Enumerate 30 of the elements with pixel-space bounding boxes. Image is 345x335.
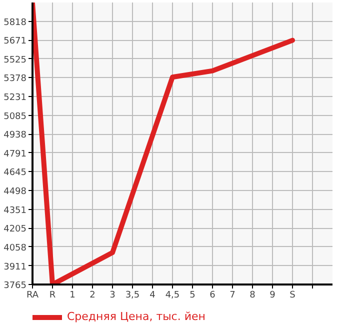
y-tick-label: 4058 <box>4 243 27 254</box>
y-tick-label: 5525 <box>4 55 26 66</box>
y-tick-label: 5378 <box>4 74 27 84</box>
x-tick-label: 7 <box>230 290 236 300</box>
x-tick-label: S <box>290 290 296 300</box>
y-tick-label: 4791 <box>4 149 26 160</box>
y-tick-label: 3911 <box>4 262 26 272</box>
x-tick-label: 8 <box>250 290 256 300</box>
x-tick-label: 9 <box>270 290 276 300</box>
x-tick-label: RA <box>26 290 40 300</box>
x-tick-label: 5 <box>190 290 196 300</box>
y-tick-label: 5085 <box>4 112 26 122</box>
y-tick-label: 4205 <box>4 224 26 235</box>
y-tick-label: 5231 <box>4 93 26 104</box>
x-tick-label: 2 <box>90 290 96 300</box>
y-tick-label: 4938 <box>4 130 27 141</box>
y-tick-label: 5671 <box>4 36 26 47</box>
y-tick-label: 4351 <box>4 206 26 216</box>
x-tick-label: 4 <box>150 290 156 300</box>
x-tick-label: 4,5 <box>165 290 180 300</box>
legend-label: Средняя Цена, тыс. йен <box>67 310 206 323</box>
y-tick-label: 5818 <box>4 18 27 28</box>
x-tick-label: R <box>49 290 56 300</box>
x-tick-label: 3 <box>110 290 116 300</box>
x-tick-label: 1 <box>70 290 76 300</box>
x-tick-label: 6 <box>210 290 216 300</box>
y-tick-label: 4645 <box>4 168 26 178</box>
y-tick-label: 4498 <box>4 187 27 198</box>
x-tick-label: 3,5 <box>125 290 140 300</box>
y-tick-label: 3765 <box>4 281 26 291</box>
